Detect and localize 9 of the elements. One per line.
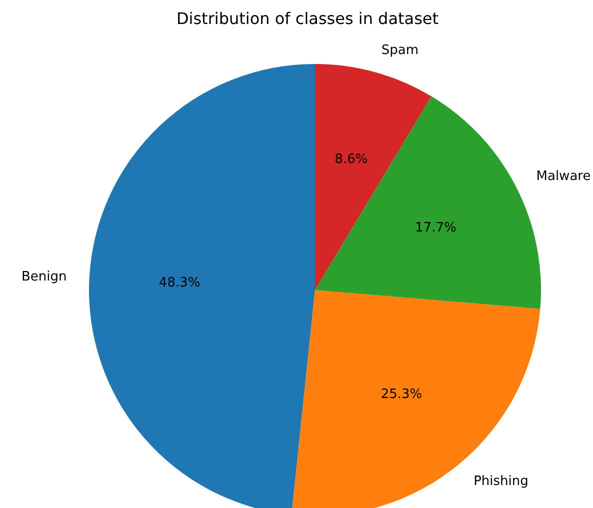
data-label: 25.3% (380, 386, 422, 402)
chart-title: Distribution of classes in dataset (175, 9, 440, 28)
slice-label: Spam (381, 42, 419, 58)
data-label: 48.3% (158, 275, 200, 290)
slice-label: Benign (21, 270, 67, 285)
data-label: 17.7% (415, 220, 456, 236)
slice-label: Malware (536, 169, 591, 184)
slice-label: Phishing (474, 474, 528, 489)
data-label: 8.6% (334, 152, 368, 167)
